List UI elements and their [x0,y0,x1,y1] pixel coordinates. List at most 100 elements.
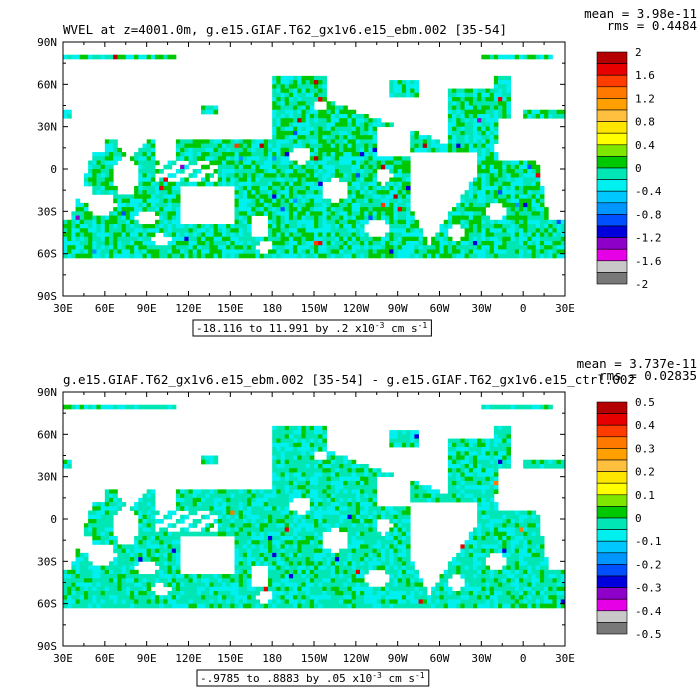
data-cell [552,224,558,229]
data-cell [527,54,532,60]
data-cell [213,531,219,537]
data-cell [255,147,261,153]
data-cell [171,531,177,537]
data-cell [360,468,365,473]
data-cell [150,404,156,410]
data-cell [205,236,210,242]
data-cell [242,531,248,537]
data-cell [314,540,319,545]
data-cell [293,211,298,216]
data-cell [447,245,453,250]
data-cell [100,240,106,246]
data-cell [393,194,399,200]
data-cell [92,565,97,571]
data-cell [163,224,168,229]
data-cell [155,224,160,229]
data-cell [226,245,231,250]
data-cell [297,438,302,444]
data-cell [447,224,453,229]
data-cell [339,472,344,478]
data-cell [109,514,114,520]
data-cell [117,224,122,229]
data-cell [343,586,348,592]
data-cell [150,177,156,183]
data-cell [79,211,85,216]
data-cell [506,228,512,233]
data-cell [355,569,361,575]
data-cell [544,219,549,225]
data-cell [238,240,244,246]
data-cell [314,574,319,579]
data-cell [167,240,173,246]
data-cell [113,574,118,579]
data-cell [481,54,486,60]
data-cell [518,164,524,170]
data-cell [531,236,537,242]
data-cell [71,219,76,225]
data-cell [322,476,327,482]
data-cell [205,523,210,528]
data-cell [334,459,340,465]
data-cell [184,578,189,583]
data-cell [121,152,127,157]
data-cell [142,493,148,499]
data-cell [230,240,235,246]
data-cell [489,147,495,153]
data-cell [464,135,470,140]
data-cell [368,485,373,490]
data-cell [485,113,491,119]
data-cell [368,510,373,516]
data-cell [276,152,281,157]
data-cell [472,224,478,229]
data-cell [548,240,553,246]
data-cell [234,599,240,605]
data-cell [188,253,194,259]
data-cell [339,113,344,119]
data-cell [146,599,152,605]
data-cell [301,228,307,233]
data-cell [355,126,361,132]
data-cell [284,75,290,81]
data-cell [305,434,311,439]
data-cell [96,569,102,575]
data-cell [489,92,495,98]
data-cell [498,164,503,170]
data-cell [96,219,102,225]
data-cell [297,118,302,123]
data-cell [293,425,298,431]
data-cell [309,565,315,571]
data-cell [284,169,290,174]
data-cell [351,527,357,533]
data-cell [314,438,319,444]
data-cell [368,565,373,571]
data-cell [506,219,512,225]
data-cell [318,240,323,246]
data-cell [334,156,340,161]
data-cell [309,240,315,246]
data-cell [343,139,348,144]
data-cell [163,194,168,200]
data-cell [372,497,378,503]
data-cell [460,215,465,221]
data-cell [230,228,235,233]
data-cell [234,143,240,149]
data-cell [334,574,340,579]
data-cell [134,404,139,410]
data-cell [201,497,206,503]
data-cell [318,574,323,579]
data-cell [272,147,277,153]
data-cell [297,574,302,579]
data-cell [196,232,202,238]
data-cell [293,430,298,435]
data-cell [109,181,114,187]
data-cell [251,160,256,166]
data-cell [88,574,93,579]
data-cell [75,240,81,246]
data-cell [334,565,340,571]
data-cell [347,253,353,259]
data-cell [138,519,143,524]
data-cell [481,139,486,144]
colorbar-swatch [596,248,628,262]
data-cell [138,198,143,204]
data-cell [247,552,252,558]
